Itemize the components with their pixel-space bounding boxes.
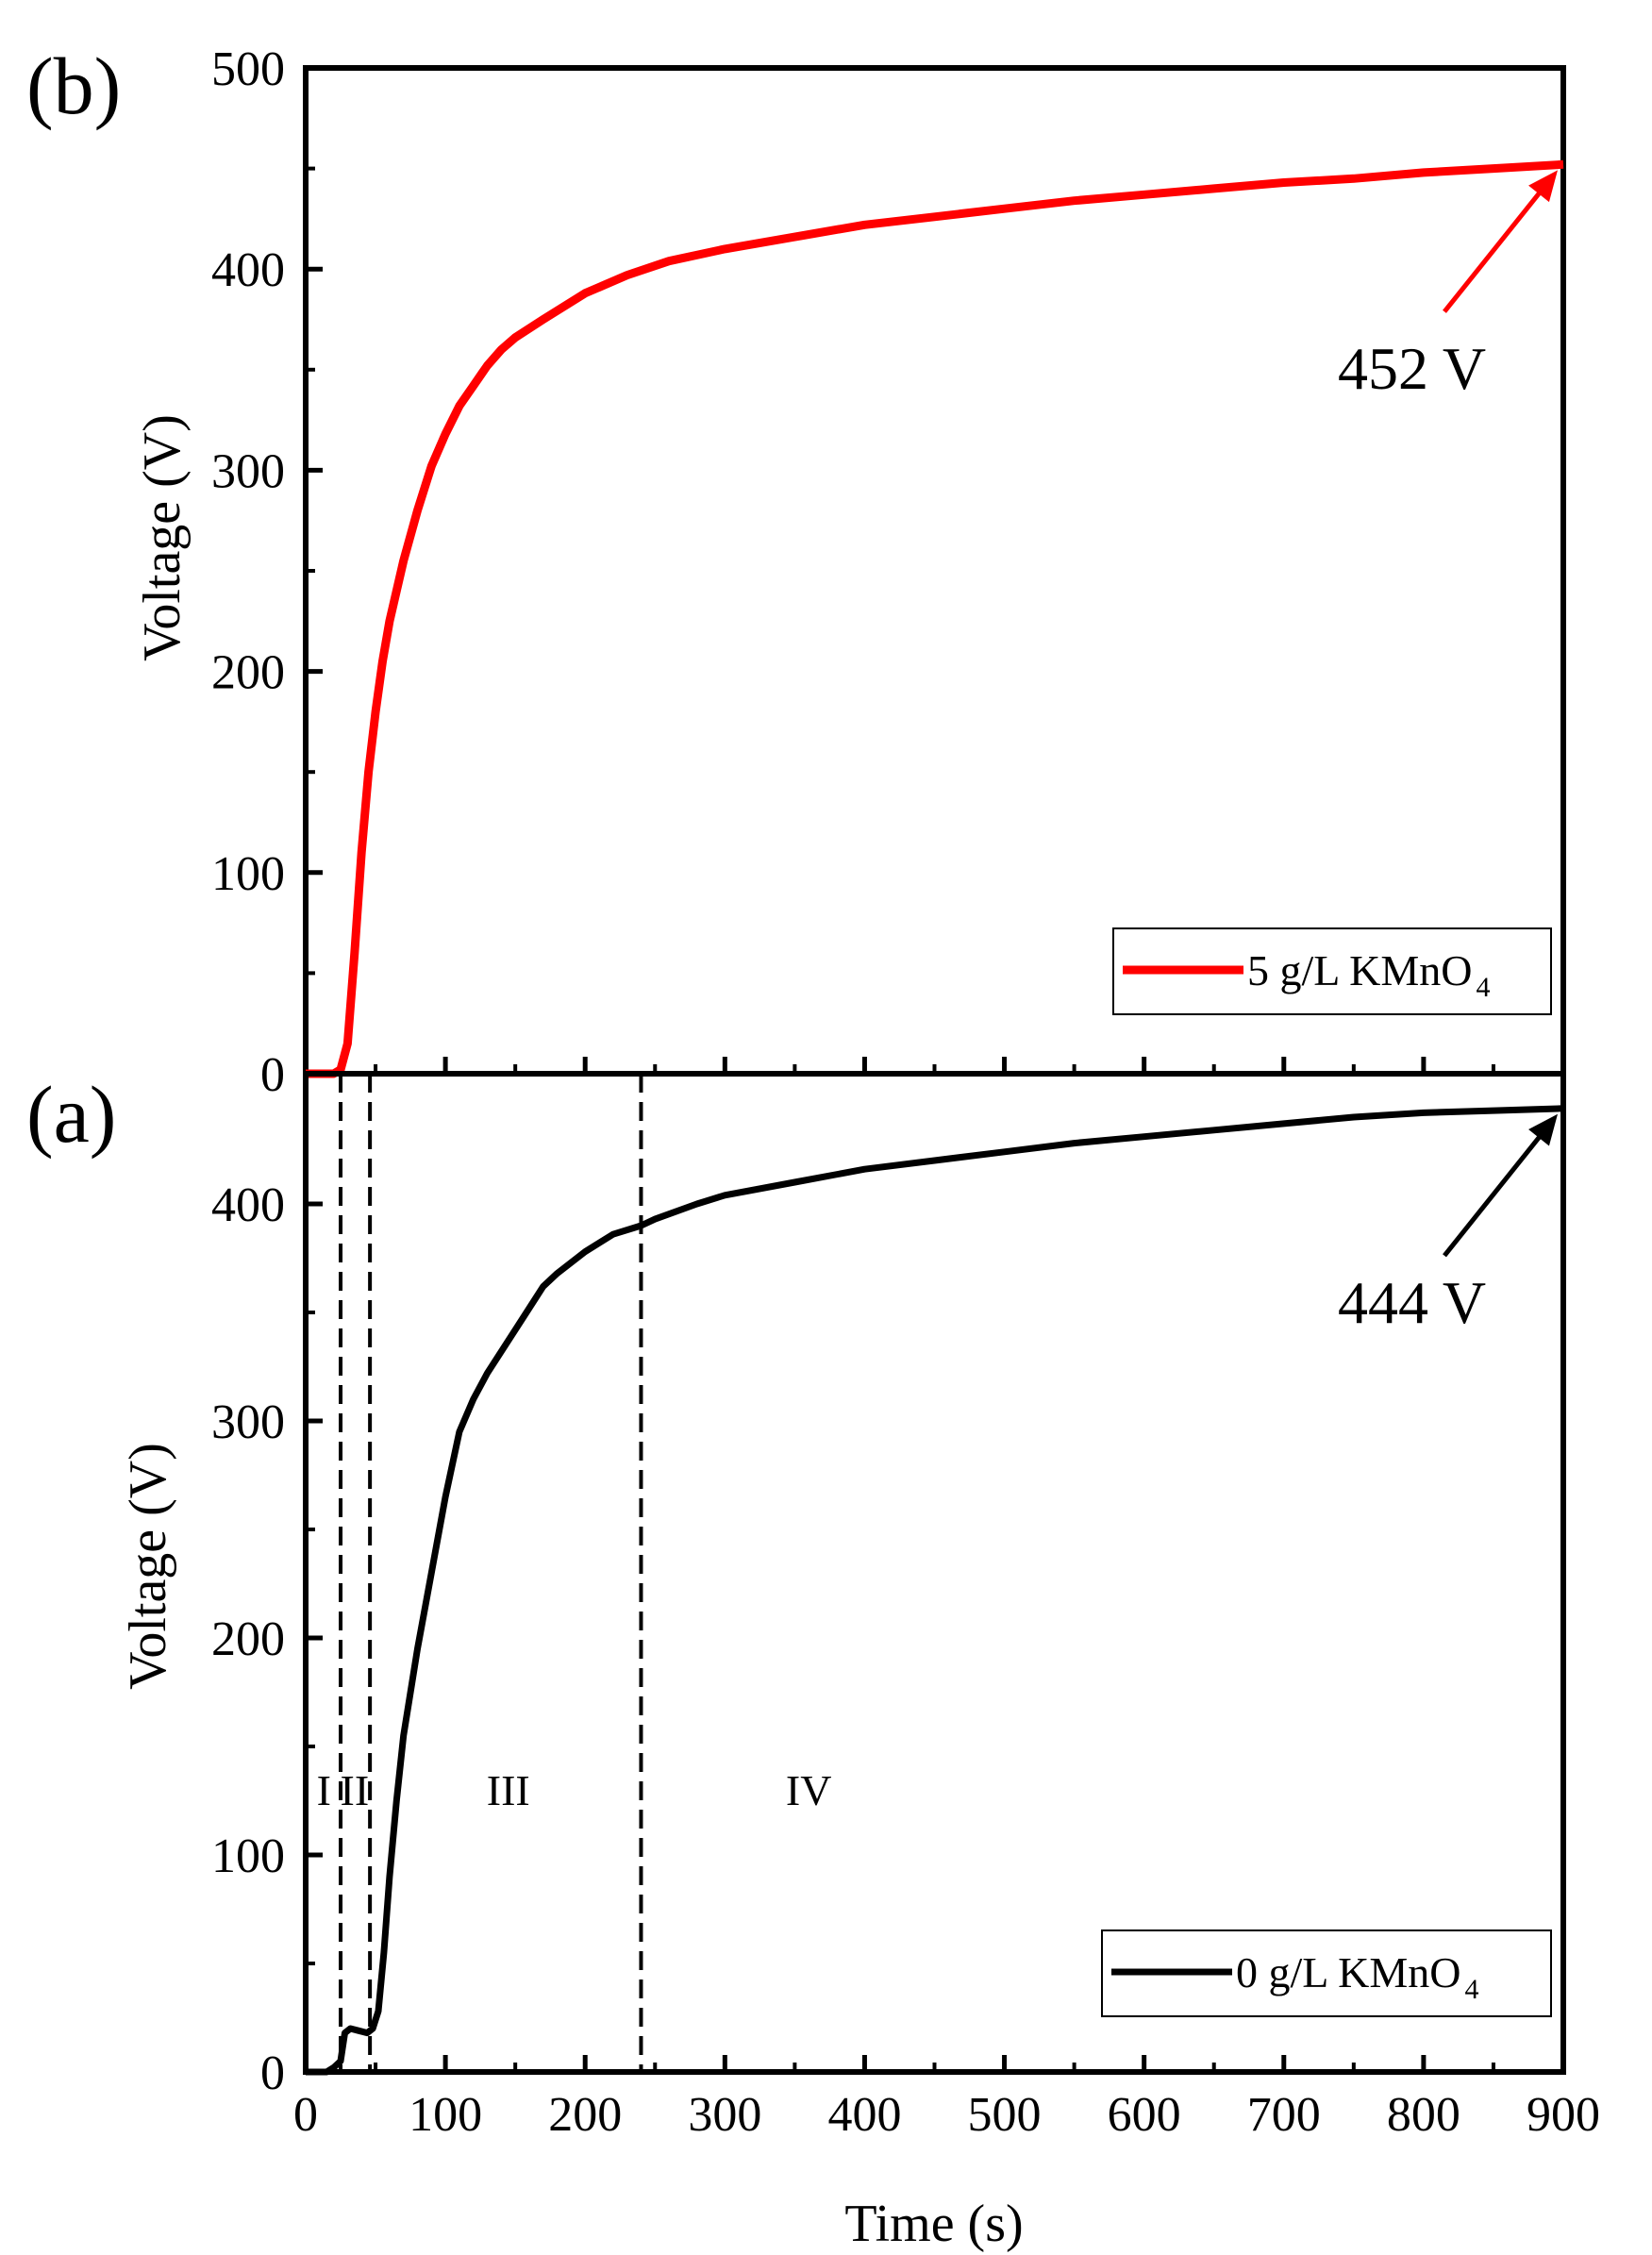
panel-b-y-tick-label: 100 <box>211 847 285 901</box>
x-tick-label: 200 <box>548 2088 622 2142</box>
panel-a-y-tick-label: 100 <box>211 1829 285 1883</box>
x-tick-label: 300 <box>688 2088 761 2142</box>
panel-a-region-label: I <box>317 1766 331 1814</box>
panel-b-y-ticks: 0 100 200 300 400 500 <box>211 42 323 1102</box>
panel-a-series-line <box>306 1105 1564 2076</box>
panel-a-y-tick-label: 200 <box>211 1612 285 1666</box>
x-tick-label: 500 <box>968 2088 1042 2142</box>
panel-b-chart: 0 100 200 300 400 500 (b) Voltage (V) 452 V 5… <box>26 41 1566 1102</box>
panel-a-region-label: III <box>487 1766 530 1814</box>
x-tick-label: 100 <box>409 2088 482 2142</box>
panel-a-legend-box <box>1101 1929 1552 2017</box>
panel-b-series-line <box>306 159 1564 1078</box>
panel-a-y-axis-title: Voltage (V) <box>119 1443 177 1690</box>
x-tick-label: 900 <box>1527 2088 1600 2142</box>
panel-a-frame <box>303 1071 1566 2075</box>
x-tick-label: 800 <box>1387 2088 1460 2142</box>
panel-a-annotation-arrow <box>1443 1127 1548 1258</box>
panel-a-region-labels: I II III IV <box>317 1766 832 1814</box>
panel-b-annotation-text: 452 V <box>1338 335 1486 402</box>
panel-a-y-tick-label: 0 <box>260 2046 285 2100</box>
panel-b-legend-subscript: 4 <box>1477 972 1491 1003</box>
panel-a-y-tick-label: 300 <box>211 1395 285 1449</box>
panel-a-region-label: II <box>341 1766 370 1814</box>
panel-a-x-ticks: 0 100 200 300 400 500 600 700 800 900 <box>293 2055 1600 2142</box>
panel-b-annotation-arrow <box>1443 182 1548 313</box>
x-tick-label: 600 <box>1108 2088 1181 2142</box>
x-tick-label: 400 <box>827 2088 901 2142</box>
panel-b-y-tick-label: 400 <box>211 243 285 297</box>
svg-text:0 g/L KMnO 4: 0 g/L KMnO 4 <box>1236 1948 1479 2005</box>
panel-a-label: (a) <box>26 1069 116 1160</box>
x-axis-title: Time (s) <box>844 2195 1023 2253</box>
panel-b-y-tick-label: 300 <box>211 444 285 498</box>
panel-a-region-dividers <box>339 1074 643 2072</box>
panel-a-annotation-arrowhead <box>1528 1113 1558 1146</box>
panel-a-legend: 0 g/L KMnO 4 <box>1101 1929 1552 2017</box>
panel-a-y-ticks: 0 100 200 300 400 <box>211 1178 323 2100</box>
panel-a-annotation-text: 444 V <box>1338 1269 1486 1336</box>
x-tick-label: 700 <box>1247 2088 1321 2142</box>
panel-b-y-tick-label: 500 <box>211 42 285 96</box>
panel-b-y-axis-title: Voltage (V) <box>133 414 192 661</box>
panel-b-label: (b) <box>26 41 121 131</box>
panel-b-y-tick-label: 0 <box>260 1048 285 1102</box>
panel-a-legend-label: 0 g/L KMnO <box>1236 1948 1461 1996</box>
panel-b-annotation-arrowhead <box>1528 170 1558 203</box>
panel-a-legend-subscript: 4 <box>1465 1974 1479 2005</box>
panel-a-region-label: IV <box>786 1766 832 1814</box>
panel-b-legend-label: 5 g/L KMnO <box>1247 946 1473 994</box>
panel-a-chart: 0 100 200 300 400 0 100 200 300 400 500 600 700 800 9… <box>26 1069 1600 2253</box>
panel-b-legend: 5 g/L KMnO 4 <box>1112 927 1552 1015</box>
panel-b-y-tick-label: 200 <box>211 646 285 700</box>
x-tick-label: 0 <box>293 2088 318 2142</box>
svg-text:5 g/L KMnO 4: 5 g/L KMnO 4 <box>1247 946 1491 1003</box>
panel-a-y-tick-label: 400 <box>211 1178 285 1232</box>
